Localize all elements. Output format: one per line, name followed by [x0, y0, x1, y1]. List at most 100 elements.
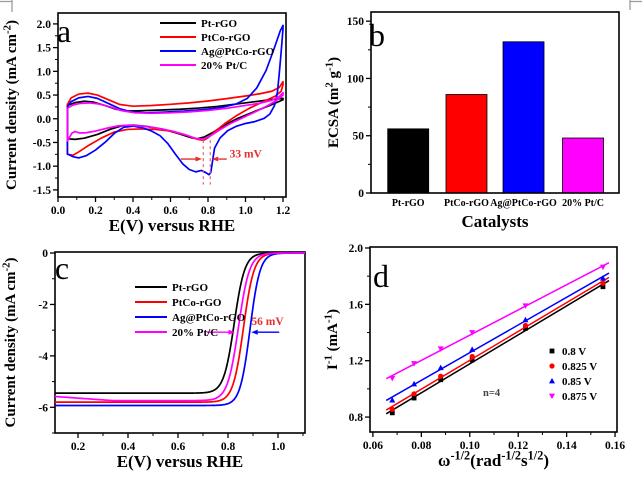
y-tick-label: -1.5	[33, 185, 51, 197]
bar-PtCo-rGO	[445, 94, 488, 194]
y-axis-label-d: I-1 (mA-1)	[322, 309, 341, 370]
scatter-series-0.8 V	[389, 284, 606, 416]
panel-letter-c: c	[55, 250, 69, 286]
x-tick-label: 0.12	[508, 440, 528, 452]
fit-line-0.8 V	[385, 279, 610, 415]
lsv-curve-PtCo-rGO	[55, 252, 305, 403]
legend-item-label: 0.85 V	[562, 376, 592, 388]
legend-item-label: PtCo-rGO	[172, 297, 222, 309]
bar-category-label: PtCo-rGO	[444, 198, 489, 209]
page-corner-mark-top-right	[629, 0, 642, 10]
x-tick-label: 0.4	[121, 441, 136, 453]
legend-item-label: 0.8 V	[562, 346, 586, 358]
panel-letter-a: a	[57, 13, 71, 49]
legend-item-label: 0.875 V	[562, 391, 597, 403]
y-tick-label: 1.2	[349, 356, 364, 368]
y-tick-label: 1.0	[37, 66, 52, 78]
x-tick-label: 0.0	[51, 205, 66, 217]
x-axis-label-d: ω-1/2(rad-1/2s1/2)	[438, 449, 549, 470]
scatter-series-0.85 V	[389, 275, 606, 403]
lsv-curve-20% Pt/C	[54, 252, 305, 402]
y-tick-label: 2.0	[37, 19, 52, 31]
legend-item-label: 0.825 V	[562, 361, 597, 373]
bar-category-label: 20% Pt/C	[562, 198, 604, 209]
y-tick-label: -6	[38, 402, 48, 414]
y-axis-label-c: Current density (mA cm-2)	[0, 258, 19, 428]
y-tick-label: 0	[358, 188, 364, 200]
x-tick-label: 0.14	[557, 440, 577, 452]
panel-a-cv-chart: 0.0 0.2 0.4 0.6 0.8 1.0 1.2 -1.5 -1.0 -0.5 0.0 0.5 1…	[1, 12, 291, 235]
y-tick-label: 150	[347, 16, 365, 28]
y-tick-label: 100	[347, 73, 365, 85]
y-tick-label: -0.5	[33, 137, 51, 149]
x-tick-label: 1.2	[276, 205, 291, 217]
annotation-56mv: 56 mV	[206, 316, 284, 335]
y-tick-label: 0.0	[37, 114, 52, 126]
x-tick-label: 0.8	[201, 205, 216, 217]
x-tick-label: 0.10	[460, 440, 480, 452]
x-tick-label: 0.8	[221, 441, 236, 453]
cv-curve-PtCo-rGO	[66, 80, 284, 157]
legend-a: Pt-rGO PtCo-rGO Ag@PtCo-rGO 20% Pt/C	[160, 18, 275, 72]
panel-b-ecsa-bar-chart: Pt-rGO PtCo-rGO Ag@PtCo-rGO 20% Pt/C 0 50 100 1…	[323, 11, 620, 231]
plot-frame	[57, 12, 287, 198]
x-tick-label: 0.6	[163, 205, 178, 217]
y-axis-label-a: Current density (mA cm-2)	[1, 20, 20, 190]
y-axis-label-b: ECSA (m2 g-1)	[323, 57, 342, 148]
annotation-label-56mv: 56 mV	[251, 316, 284, 328]
fit-line-0.875 V	[385, 261, 610, 380]
panel-c-lsv-chart: 0.2 0.4 0.6 0.8 1.0 -6 -4 -2 0 E(V) versus RHE Cur…	[0, 248, 306, 471]
y-tick-label: 0.5	[37, 90, 52, 102]
y-tick-label: 0.8	[349, 412, 364, 424]
bar-Pt-rGO	[387, 128, 430, 194]
x-tick-label: 0.06	[363, 440, 383, 452]
plot-frame	[370, 11, 620, 194]
x-axis-label-c: E(V) versus RHE	[117, 452, 244, 471]
lsv-curve-Pt-rGO	[55, 252, 305, 394]
y-tick-label: 1.5	[37, 43, 52, 55]
y-tick-label: 50	[353, 131, 365, 143]
lsv-curve-Ag@PtCo-rGO	[55, 252, 305, 407]
legend-item-label: PtCo-rGO	[201, 32, 251, 44]
annotation-label-33mv: 33 mV	[230, 149, 263, 161]
scatter-series-0.875 V	[389, 264, 606, 382]
x-tick-label: 0.2	[88, 205, 103, 217]
panel-d-kl-plot: 0.06 0.08 0.10 0.12 0.14 0.16 0.8 1.2 1.6 2.0 ω-1/…	[322, 243, 625, 470]
panel-letter-b: b	[369, 17, 385, 53]
annotation-33mv: 33 mV	[180, 140, 263, 185]
legend-d: 0.8 V 0.825 V 0.85 V 0.875 V	[549, 346, 597, 403]
x-tick-label: 0.2	[71, 441, 86, 453]
cv-curve-20% Pt/C	[66, 91, 284, 142]
x-tick-label: 0.08	[411, 440, 431, 452]
panel-letter-d: d	[373, 258, 389, 294]
y-tick-label: 0	[42, 248, 48, 260]
plot-frame	[54, 251, 306, 434]
y-tick-label: 1.6	[349, 299, 364, 311]
bar-Ag@PtCo-rGO	[502, 41, 545, 194]
x-tick-label: 0.6	[171, 441, 186, 453]
bar-category-label: Ag@PtCo-rGO	[490, 198, 557, 209]
x-axis-label-a: E(V) versus RHE	[109, 216, 236, 235]
bar-category-label: Pt-rGO	[392, 198, 425, 209]
x-axis-label-b: Catalysts	[461, 212, 528, 231]
y-tick-label: 2.0	[349, 243, 364, 255]
page-corner-mark-top-left	[0, 0, 13, 12]
legend-item-label: Pt-rGO	[172, 282, 208, 294]
legend-item-label: Ag@PtCo-rGO	[201, 46, 275, 58]
fit-line-0.825 V	[385, 276, 610, 411]
fit-line-0.85 V	[385, 272, 610, 402]
bar-20% Pt/C	[562, 137, 604, 194]
x-tick-label: 1.0	[238, 205, 253, 217]
x-tick-label: 1.0	[271, 441, 286, 453]
y-tick-label: -4	[38, 351, 48, 363]
legend-item-label: 20% Pt/C	[172, 327, 218, 339]
y-tick-label: -2	[38, 299, 48, 311]
legend-item-label: Ag@PtCo-rGO	[172, 312, 246, 324]
legend-item-label: Pt-rGO	[201, 18, 237, 30]
y-tick-label: -1.0	[33, 161, 51, 173]
scatter-series-0.825 V	[389, 280, 606, 412]
x-tick-label: 0.4	[126, 205, 141, 217]
electron-number-note: n=4	[483, 388, 501, 399]
